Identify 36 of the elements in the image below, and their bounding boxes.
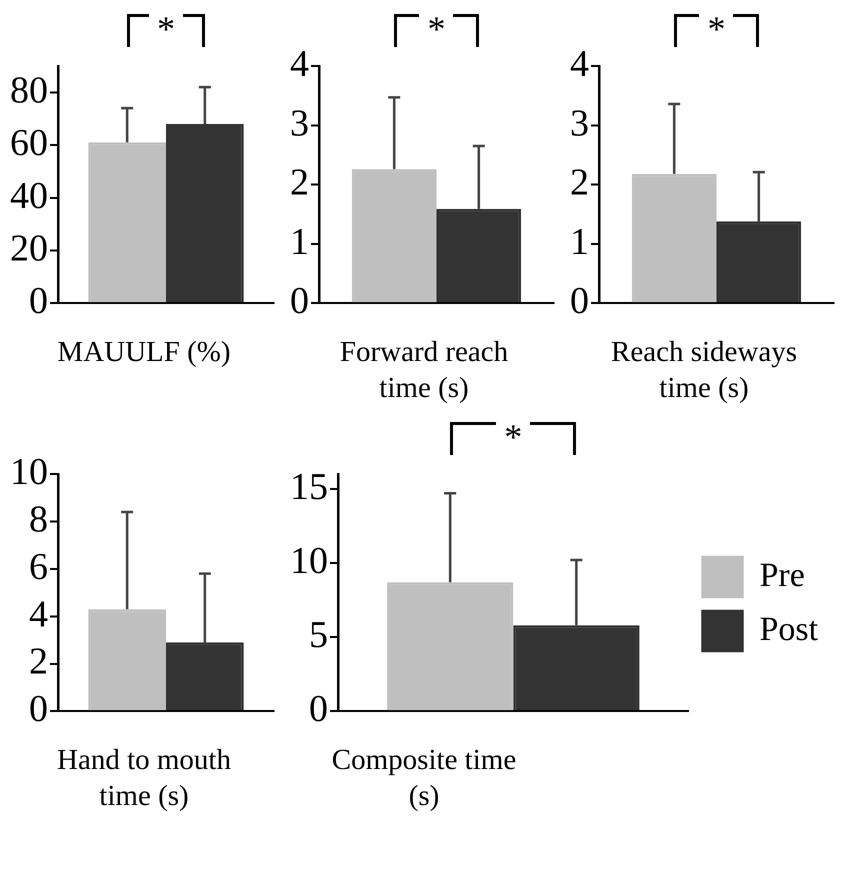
significance-bracket: * bbox=[127, 14, 205, 54]
x-axis-title: Forward reach time (s) bbox=[338, 335, 510, 406]
y-tick-label: 3 bbox=[570, 102, 589, 144]
y-tick-label: 10 bbox=[10, 450, 48, 493]
y-tick-label: 3 bbox=[290, 102, 309, 144]
y-tick-label: 1 bbox=[570, 220, 589, 263]
y-tick-label: 1 bbox=[290, 220, 309, 263]
y-tick-label: 0 bbox=[290, 280, 309, 322]
y-tick-label: 5 bbox=[309, 614, 328, 656]
y-tick-label: 80 bbox=[10, 69, 48, 112]
y-tick-label: 0 bbox=[309, 688, 328, 730]
y-tick-label: 15 bbox=[290, 466, 328, 508]
y-tick-label: 8 bbox=[29, 498, 48, 540]
x-axis-title: Hand to mouth time (s) bbox=[56, 743, 232, 814]
y-tick-label: 4 bbox=[29, 593, 48, 636]
y-tick-label: 4 bbox=[290, 42, 309, 85]
y-tick-label: 2 bbox=[29, 640, 48, 683]
x-axis-title: Reach sideways time (s) bbox=[610, 335, 798, 406]
x-axis-title: Composite time (s) bbox=[330, 743, 518, 814]
x-axis-title: MAUULF (%) bbox=[56, 335, 232, 370]
significance-bracket: * bbox=[450, 422, 576, 462]
significance-bracket: * bbox=[394, 14, 479, 54]
y-tick-label: 0 bbox=[29, 688, 48, 730]
y-tick-label: 2 bbox=[570, 162, 589, 204]
y-tick-label: 6 bbox=[29, 546, 48, 588]
y-tick-label: 4 bbox=[570, 42, 589, 85]
y-tick-label: 10 bbox=[290, 540, 328, 582]
y-tick-label: 2 bbox=[290, 162, 309, 204]
significance-bracket: * bbox=[674, 14, 759, 54]
y-tick-label: 0 bbox=[29, 280, 48, 322]
y-tick-label: 60 bbox=[10, 122, 48, 164]
legend-label: Pre bbox=[760, 556, 805, 594]
y-tick-label: 20 bbox=[10, 227, 48, 270]
y-tick-label: 0 bbox=[570, 280, 589, 322]
y-tick-label: 40 bbox=[10, 174, 48, 217]
legend-label: Post bbox=[760, 610, 819, 648]
